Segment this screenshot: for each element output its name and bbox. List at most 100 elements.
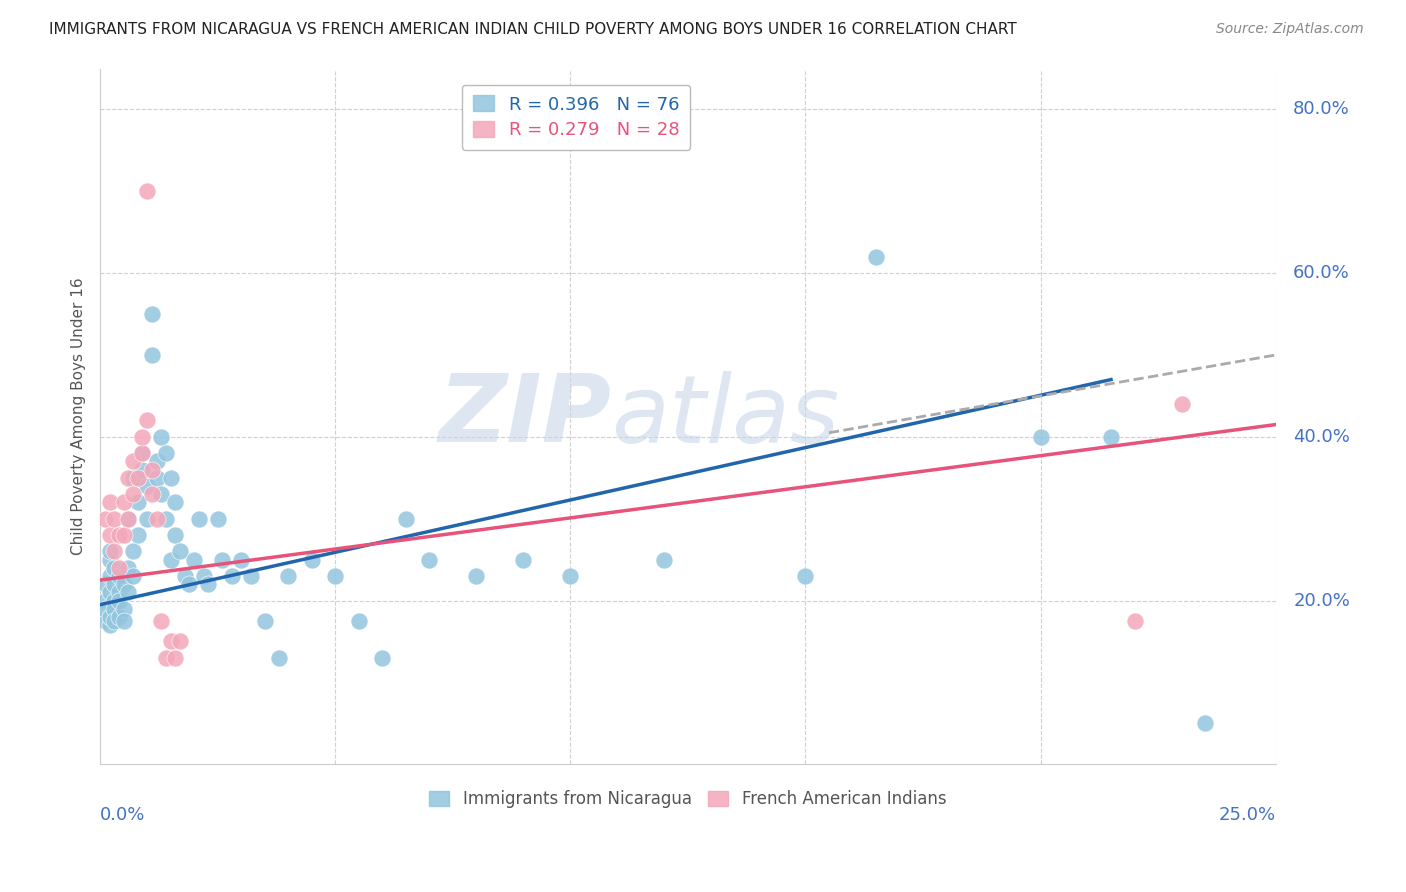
Point xyxy=(136,512,159,526)
Point xyxy=(211,552,233,566)
Text: 60.0%: 60.0% xyxy=(1294,264,1350,282)
Point xyxy=(136,184,159,198)
Text: 25.0%: 25.0% xyxy=(1219,806,1275,824)
Point xyxy=(1194,716,1216,731)
Point xyxy=(141,348,163,362)
Point xyxy=(98,585,121,599)
Point xyxy=(108,569,131,583)
Point xyxy=(108,528,131,542)
Point xyxy=(131,446,153,460)
Point xyxy=(197,577,219,591)
Point xyxy=(112,577,135,591)
Point xyxy=(165,528,187,542)
Point xyxy=(117,471,139,485)
Point xyxy=(231,552,253,566)
Point xyxy=(94,601,117,615)
Point xyxy=(155,512,177,526)
Point xyxy=(98,618,121,632)
Point xyxy=(267,651,290,665)
Point xyxy=(127,471,149,485)
Y-axis label: Child Poverty Among Boys Under 16: Child Poverty Among Boys Under 16 xyxy=(72,277,86,555)
Point xyxy=(131,446,153,460)
Point xyxy=(98,569,121,583)
Point xyxy=(560,569,582,583)
Point xyxy=(183,552,205,566)
Point xyxy=(207,512,229,526)
Point xyxy=(141,462,163,476)
Point xyxy=(150,487,173,501)
Point xyxy=(155,651,177,665)
Point xyxy=(131,462,153,476)
Point xyxy=(1170,397,1192,411)
Text: 80.0%: 80.0% xyxy=(1294,101,1350,119)
Point xyxy=(103,614,125,628)
Point xyxy=(98,544,121,558)
Point xyxy=(127,528,149,542)
Point xyxy=(165,495,187,509)
Point xyxy=(108,585,131,599)
Point xyxy=(145,454,167,468)
Point xyxy=(169,544,191,558)
Point xyxy=(141,307,163,321)
Point xyxy=(112,528,135,542)
Point xyxy=(165,651,187,665)
Point xyxy=(418,552,440,566)
Point xyxy=(103,561,125,575)
Point xyxy=(94,614,117,628)
Point xyxy=(122,569,145,583)
Text: Source: ZipAtlas.com: Source: ZipAtlas.com xyxy=(1216,22,1364,37)
Text: 20.0%: 20.0% xyxy=(1294,591,1350,609)
Point xyxy=(122,454,145,468)
Point xyxy=(108,593,131,607)
Point xyxy=(103,601,125,615)
Text: 40.0%: 40.0% xyxy=(1294,428,1350,446)
Point xyxy=(159,552,181,566)
Point xyxy=(103,512,125,526)
Point xyxy=(122,471,145,485)
Point xyxy=(512,552,534,566)
Point xyxy=(323,569,346,583)
Point xyxy=(94,593,117,607)
Point xyxy=(145,512,167,526)
Point xyxy=(159,634,181,648)
Point xyxy=(112,601,135,615)
Point xyxy=(98,495,121,509)
Point xyxy=(94,512,117,526)
Point xyxy=(150,430,173,444)
Point xyxy=(141,487,163,501)
Text: atlas: atlas xyxy=(612,371,839,462)
Point xyxy=(654,552,676,566)
Point xyxy=(127,495,149,509)
Point xyxy=(131,430,153,444)
Point xyxy=(169,634,191,648)
Point xyxy=(187,512,209,526)
Point xyxy=(155,446,177,460)
Point xyxy=(253,614,276,628)
Point xyxy=(117,512,139,526)
Point xyxy=(347,614,370,628)
Point xyxy=(173,569,195,583)
Point xyxy=(794,569,817,583)
Point xyxy=(865,250,887,264)
Point xyxy=(179,577,201,591)
Point xyxy=(112,614,135,628)
Point xyxy=(193,569,215,583)
Point xyxy=(221,569,243,583)
Point xyxy=(103,593,125,607)
Point xyxy=(108,610,131,624)
Point xyxy=(117,585,139,599)
Point xyxy=(465,569,488,583)
Point xyxy=(122,487,145,501)
Point xyxy=(239,569,262,583)
Point xyxy=(112,495,135,509)
Point xyxy=(117,512,139,526)
Point xyxy=(108,561,131,575)
Point xyxy=(103,577,125,591)
Point xyxy=(136,413,159,427)
Point xyxy=(395,512,418,526)
Point xyxy=(98,528,121,542)
Text: ZIP: ZIP xyxy=(439,370,612,462)
Point xyxy=(301,552,323,566)
Point xyxy=(94,577,117,591)
Point xyxy=(98,552,121,566)
